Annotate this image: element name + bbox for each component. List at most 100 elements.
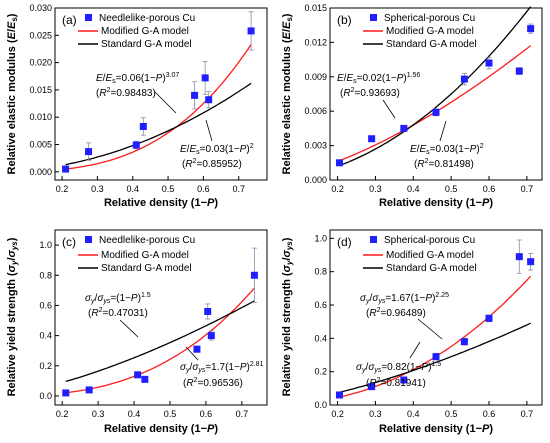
data-point xyxy=(62,389,70,397)
x-tick-label: 0.2 xyxy=(331,409,344,419)
y-tick-label: 0.2 xyxy=(39,361,52,371)
x-tick-label: 0.5 xyxy=(162,184,175,194)
axis-ticks: 0.2 0.3 0.4 0.5 0.6 0.7 0.000 0.003 0.006 0.009 0.… xyxy=(304,3,533,194)
data-point xyxy=(250,271,258,279)
data-point xyxy=(335,159,343,167)
y-tick-label: 0.010 xyxy=(29,112,52,122)
x-tick-label: 0.2 xyxy=(331,184,344,194)
data-point xyxy=(368,383,376,391)
annotation-standard-eq: E/Es=0.03(1−P)2 xyxy=(410,143,484,156)
annotation-standard-eq: E/Es=0.03(1−P)2 xyxy=(180,143,254,156)
legend-marker-points xyxy=(85,14,92,21)
x-tick-label: 0.5 xyxy=(164,409,177,419)
data-point xyxy=(85,386,93,394)
annotation-arrow xyxy=(119,319,139,338)
y-tick-label: 0.003 xyxy=(304,141,327,151)
legend-marker-points xyxy=(370,236,377,243)
data-point xyxy=(515,253,523,261)
data-point xyxy=(460,75,468,83)
legend: Spherical-porous Cu Modified G-A model S… xyxy=(363,235,477,274)
data-point xyxy=(193,345,201,353)
y-tick-label: 0.8 xyxy=(39,270,52,280)
plot-frame xyxy=(329,7,543,181)
data-point xyxy=(205,96,213,104)
data-point xyxy=(204,307,212,315)
annotation-modified-r2: (R2=0.98483) xyxy=(96,87,156,99)
legend-label-points: Spherical-porous Cu xyxy=(384,13,475,24)
data-point xyxy=(85,148,93,156)
x-tick-label: 0.3 xyxy=(91,184,104,194)
data-point xyxy=(62,165,70,173)
y-tick-label: 0.025 xyxy=(29,30,52,40)
x-tick-label: 0.6 xyxy=(200,409,213,419)
data-point xyxy=(527,258,535,266)
data-point xyxy=(139,122,147,130)
legend: Needlelike-porous Cu Modified G-A model … xyxy=(78,235,195,274)
data-point xyxy=(335,391,343,399)
data-point xyxy=(485,314,493,322)
data-point xyxy=(485,59,493,67)
annotation-modified-r2: (R2=0.96489) xyxy=(366,307,426,319)
axis-ticks: 0.2 0.3 0.4 0.5 0.6 0.7 0.0 0.2 0.4 0.6 0.8 1.0 xyxy=(314,233,533,419)
annotation-modified-eq: E/Es=0.06(1−P)3.07 xyxy=(96,72,179,85)
modified-ga-curve xyxy=(65,44,252,170)
x-tick-label: 0.2 xyxy=(56,409,69,419)
y-tick-label: 0.6 xyxy=(39,300,52,310)
legend-label-modified: Modified G-A model xyxy=(386,26,474,37)
annotation-standard-r2: (R2=0.85952) xyxy=(182,158,242,170)
standard-ga-curve xyxy=(65,82,252,166)
x-tick-label: 0.7 xyxy=(521,409,534,419)
y-tick-label: 0.4 xyxy=(314,333,327,343)
y-axis-title: Relative elastic modulus (E/Es) xyxy=(6,13,19,174)
y-tick-label: 0.0 xyxy=(39,391,52,401)
modified-ga-curve xyxy=(65,287,255,394)
x-tick-label: 0.4 xyxy=(407,184,420,194)
annotation-arrow xyxy=(185,346,199,361)
legend-label-points: Spherical-porous Cu xyxy=(384,235,475,246)
legend-label-points: Needlelike-porous Cu xyxy=(99,235,195,246)
legend-label-modified: Modified G-A model xyxy=(101,26,189,37)
y-tick-label: 0.6 xyxy=(314,300,327,310)
legend-label-standard: Standard G-A model xyxy=(101,263,192,274)
legend-marker-points xyxy=(85,236,92,243)
plot-frame xyxy=(329,229,543,406)
annotation-modified-r2: (R2=0.93693) xyxy=(340,87,400,99)
x-tick-label: 0.6 xyxy=(483,184,496,194)
panel-label: (d) xyxy=(337,235,352,249)
panel-label: (c) xyxy=(62,235,76,249)
y-axis-title: Relative elastic modulus (E/Es) xyxy=(281,13,294,174)
chart-marks xyxy=(335,6,535,167)
standard-ga-curve xyxy=(65,300,255,383)
y-tick-label: 0.030 xyxy=(29,3,52,13)
annotation-arrow xyxy=(409,341,421,359)
legend-label-standard: Standard G-A model xyxy=(101,39,192,50)
panel-label: (a) xyxy=(62,13,77,27)
x-tick-label: 0.2 xyxy=(56,184,69,194)
plot-frame xyxy=(54,229,268,406)
data-point xyxy=(432,353,440,361)
x-tick-label: 0.4 xyxy=(126,184,139,194)
panel-a: 0.2 0.3 0.4 0.5 0.6 0.7 0.000 0.005 0.010 0.015 0.… xyxy=(6,3,268,209)
x-axis-title: Relative density (1−P) xyxy=(104,197,218,209)
x-tick-label: 0.4 xyxy=(128,409,141,419)
x-tick-label: 0.6 xyxy=(197,184,210,194)
data-point xyxy=(201,74,209,82)
y-axis-title: Relative yield strength (σy/σys) xyxy=(281,237,294,396)
data-point xyxy=(207,332,215,340)
y-tick-label: 1.0 xyxy=(39,240,52,250)
y-tick-label: 0.0 xyxy=(314,400,327,410)
x-tick-label: 0.3 xyxy=(369,409,382,419)
legend: Needlelike-porous Cu Modified G-A model … xyxy=(78,13,195,50)
data-point xyxy=(460,338,468,346)
legend-marker-points xyxy=(370,14,377,21)
panel-c: 0.2 0.3 0.4 0.5 0.6 0.7 0.0 0.2 0.4 0.6 0.8 1.0 (c)… xyxy=(6,229,268,435)
legend-label-modified: Modified G-A model xyxy=(386,250,474,261)
annotation-standard-r2: (R2=0.81941) xyxy=(366,377,426,389)
annotation-arrow xyxy=(439,120,447,142)
chart-marks xyxy=(335,239,535,399)
legend: Spherical-porous Cu Modified G-A model S… xyxy=(363,13,477,50)
annotation-standard-r2: (R2=0.81498) xyxy=(414,158,474,170)
y-tick-label: 0.005 xyxy=(29,140,52,150)
annotation-modified-r2: (R2=0.96536) xyxy=(183,377,243,389)
